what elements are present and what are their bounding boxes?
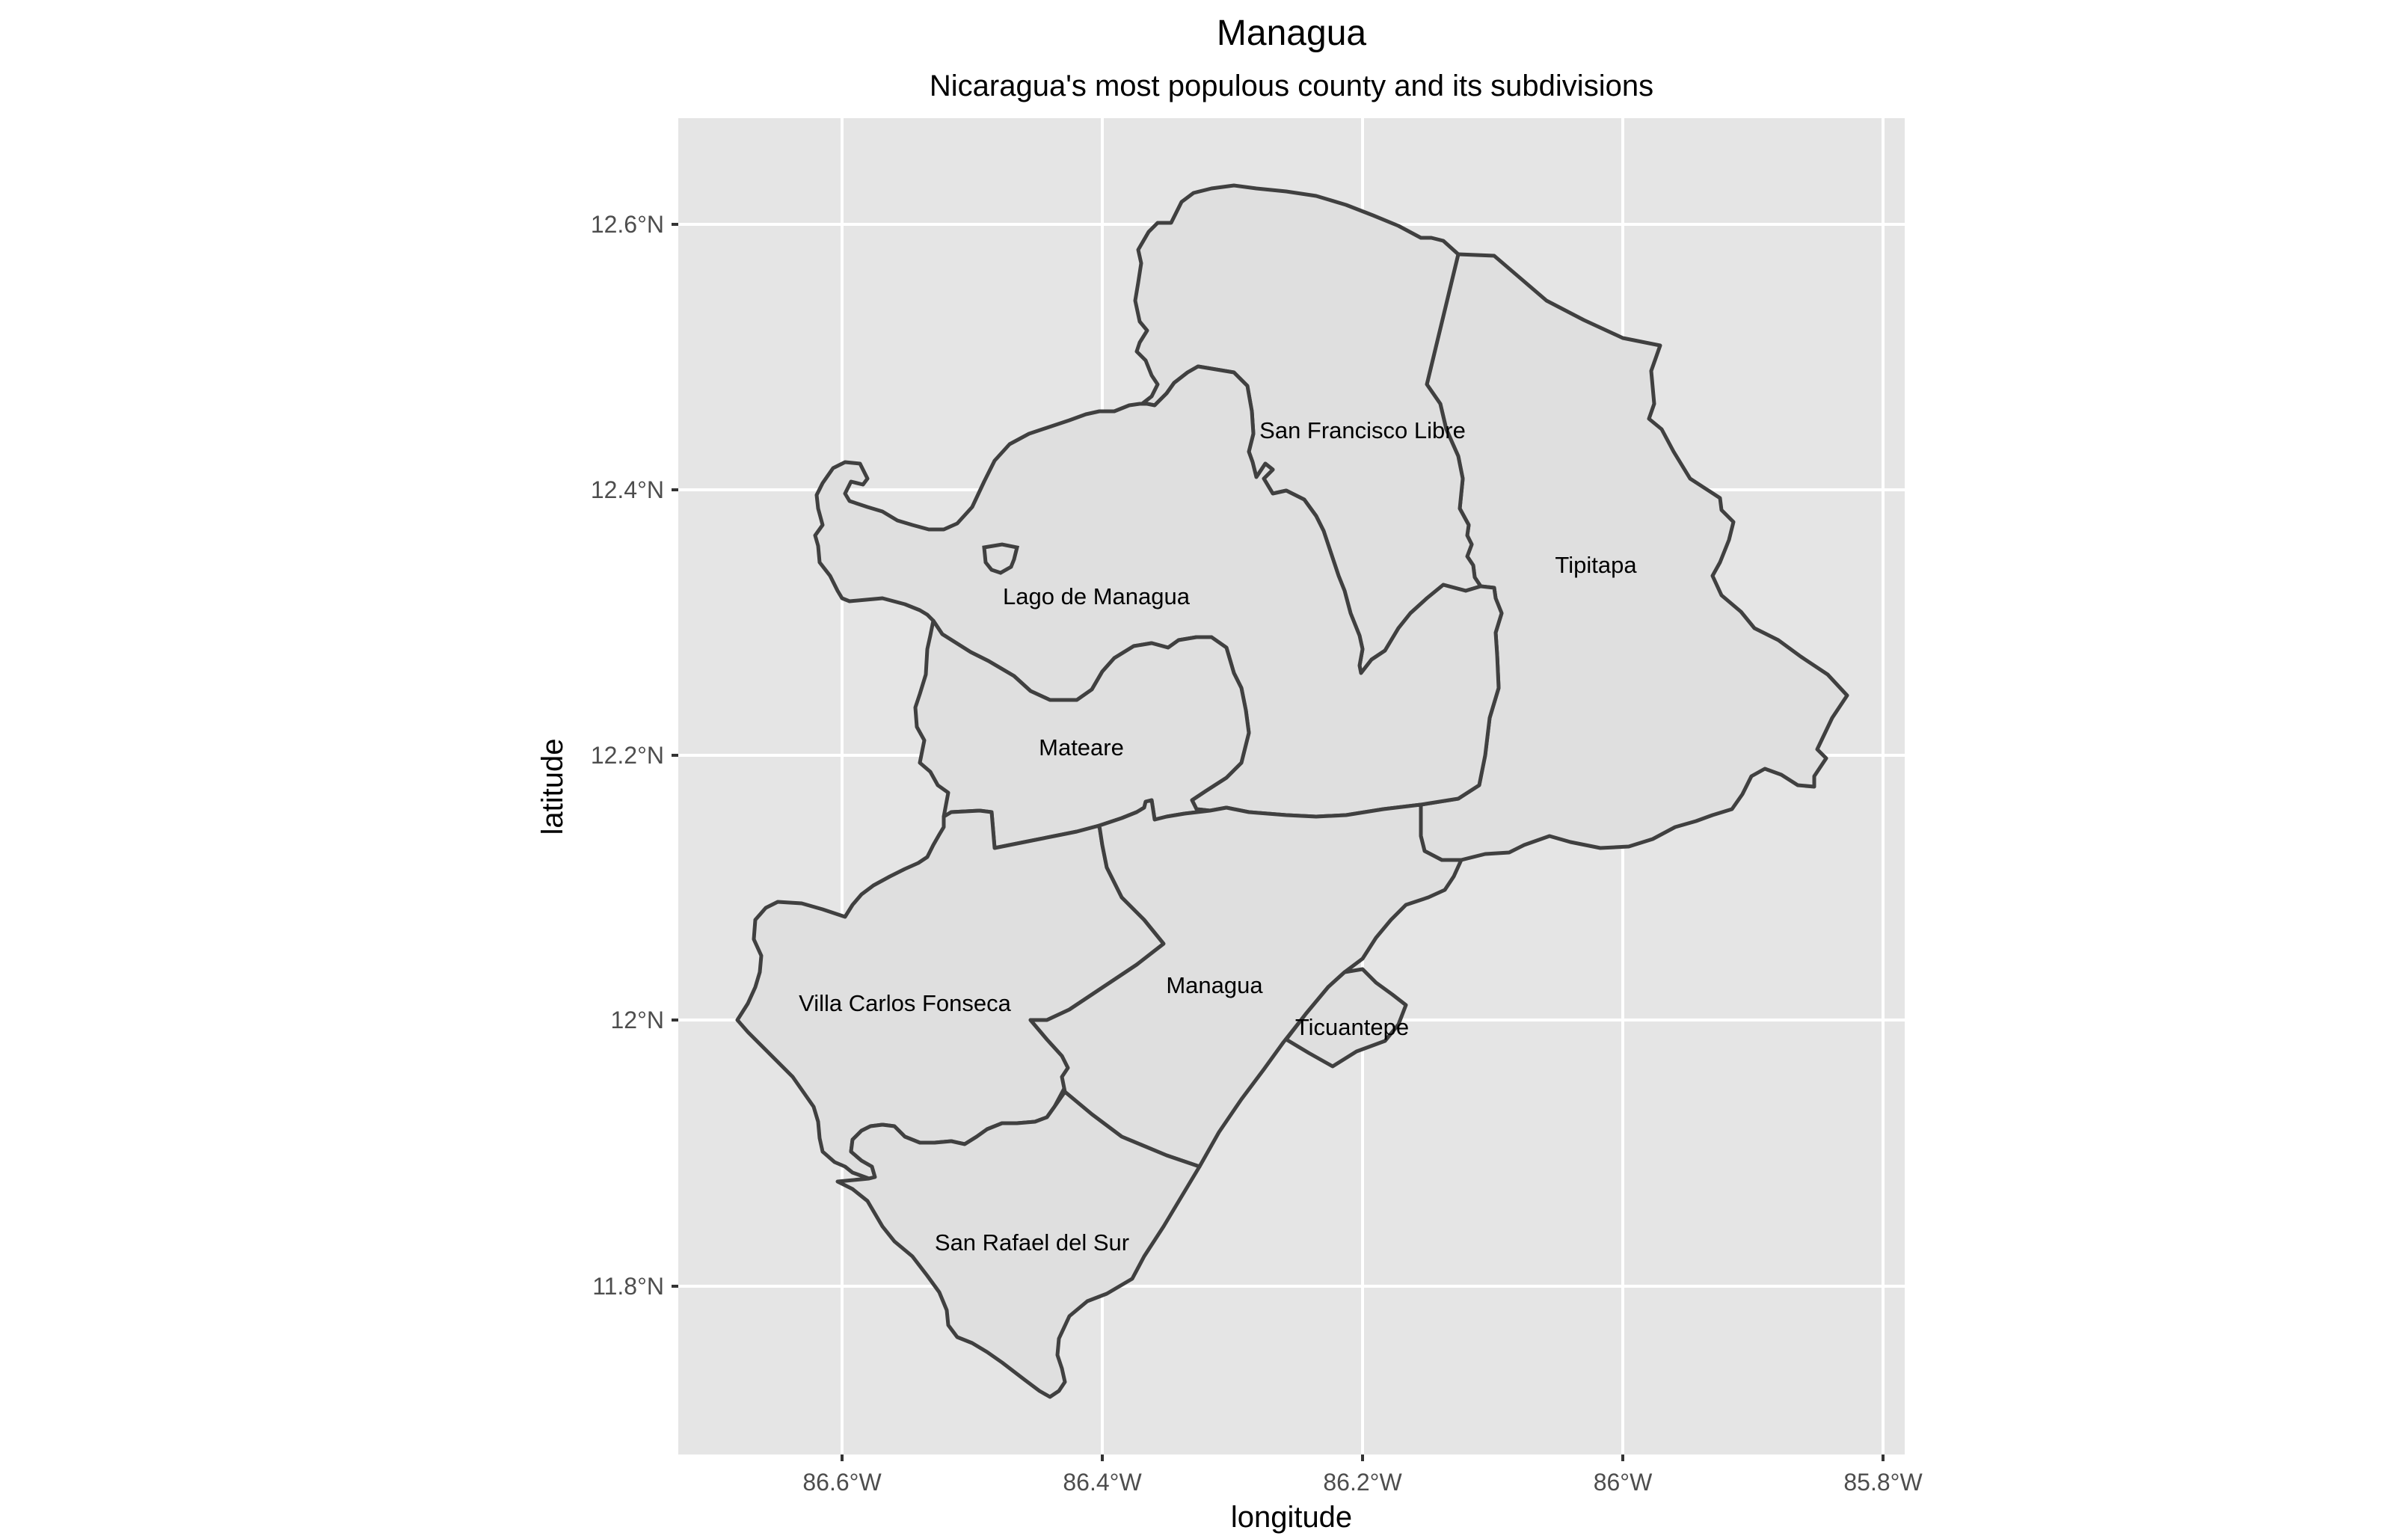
x-axis-title: longitude (1231, 1501, 1352, 1534)
region-label: San Francisco Libre (1259, 417, 1466, 443)
plot-subtitle: Nicaragua's most populous county and its… (930, 70, 1653, 102)
region-lake-island (982, 542, 1020, 575)
x-tick-label: 86.2°W (1323, 1469, 1402, 1496)
x-tick-label: 86.4°W (1063, 1469, 1142, 1496)
region-label: San Rafael del Sur (935, 1229, 1129, 1256)
y-axis-title: latitude (536, 739, 569, 835)
region-labels: San Francisco Libre Tipitapa Lago de Man… (799, 417, 1637, 1256)
region-label: Managua (1166, 972, 1263, 998)
region-san-rafael-del-sur (835, 1090, 1202, 1399)
x-tick-labels: 86.6°W 86.4°W 86.2°W 86°W 85.8°W (802, 1469, 1923, 1496)
y-tick-label: 11.8°N (592, 1273, 664, 1300)
x-tick-label: 86.6°W (802, 1469, 882, 1496)
region-label: Ticuantepe (1295, 1014, 1409, 1040)
y-tick-label: 12.2°N (591, 742, 664, 769)
axis-ticks (672, 223, 1885, 1461)
region-managua (1028, 798, 1463, 1169)
region-label: Tipitapa (1555, 552, 1637, 578)
y-tick-label: 12.6°N (591, 211, 664, 238)
region-ticuantepe (1284, 967, 1408, 1069)
regions (735, 183, 1849, 1399)
plot-title: Managua (1217, 13, 1366, 53)
region-label: Mateare (1039, 734, 1124, 761)
x-tick-label: 86°W (1594, 1469, 1653, 1496)
region-label: Lago de Managua (1003, 583, 1191, 609)
y-tick-label: 12°N (611, 1007, 665, 1033)
region-label: Villa Carlos Fonseca (799, 990, 1011, 1016)
y-tick-label: 12.4°N (591, 476, 664, 503)
y-tick-labels: 12.6°N 12.4°N 12.2°N 12°N 11.8°N (591, 211, 664, 1300)
x-tick-label: 85.8°W (1843, 1469, 1923, 1496)
